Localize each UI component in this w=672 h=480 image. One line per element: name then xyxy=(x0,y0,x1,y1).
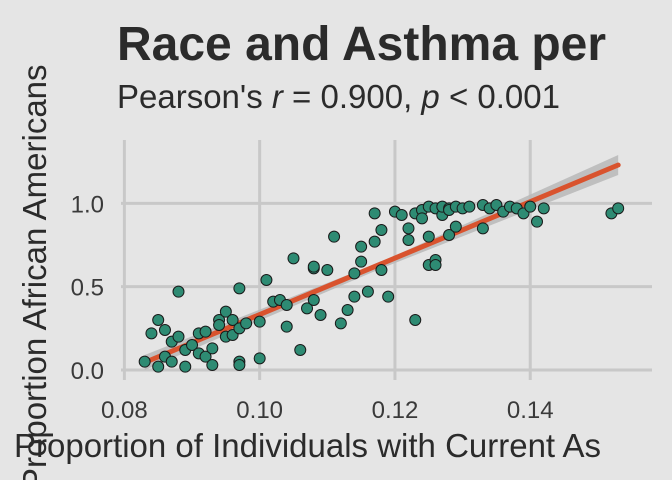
data-point xyxy=(368,207,381,220)
data-point xyxy=(402,234,415,246)
data-point xyxy=(226,314,239,326)
data-point xyxy=(253,315,266,328)
y-axis-ticks: 0.0 0.5 1.0 xyxy=(71,191,104,385)
data-point xyxy=(165,355,178,368)
data-point xyxy=(334,317,347,330)
data-point xyxy=(328,230,341,243)
data-point xyxy=(314,309,327,321)
y-axis-title: Proportion African Americans xyxy=(16,64,53,480)
y-tick-label: 0.0 xyxy=(71,358,104,385)
data-point xyxy=(233,359,246,371)
x-tick-label: 0.12 xyxy=(372,397,419,424)
data-point xyxy=(537,202,550,215)
data-point xyxy=(158,324,171,336)
data-point xyxy=(422,230,435,243)
y-tick-label: 1.0 xyxy=(71,191,104,218)
y-tick-label: 0.5 xyxy=(71,275,104,302)
data-point xyxy=(395,209,408,221)
data-point xyxy=(531,215,544,228)
x-axis-title: Proportion of Individuals with Current A… xyxy=(14,427,601,464)
data-point xyxy=(355,240,368,253)
data-point xyxy=(199,350,212,363)
data-point xyxy=(199,325,212,338)
data-point xyxy=(307,260,320,273)
data-point xyxy=(294,344,307,356)
data-point xyxy=(361,285,374,298)
data-point xyxy=(186,339,199,351)
data-point xyxy=(416,212,429,225)
data-point xyxy=(179,360,192,373)
data-point xyxy=(409,314,422,326)
data-point xyxy=(449,220,462,233)
x-tick-label: 0.08 xyxy=(101,397,148,424)
data-point xyxy=(138,355,151,368)
data-point xyxy=(260,274,273,286)
chart-subtitle: Pearson's r = 0.900, p < 0.001 xyxy=(117,78,560,115)
data-point xyxy=(375,264,388,276)
data-point xyxy=(206,342,219,355)
data-point xyxy=(476,222,489,235)
data-point xyxy=(402,222,415,235)
data-point xyxy=(152,360,165,373)
data-point xyxy=(280,299,293,311)
data-point xyxy=(341,304,354,316)
data-point xyxy=(253,352,266,365)
data-point xyxy=(382,290,395,303)
data-point xyxy=(240,317,253,330)
data-point xyxy=(524,200,537,213)
data-point xyxy=(206,359,219,371)
data-point xyxy=(233,282,246,295)
data-point xyxy=(355,255,368,268)
trend-line xyxy=(142,162,621,365)
data-point xyxy=(152,314,165,326)
data-point xyxy=(443,229,456,241)
data-point xyxy=(463,200,476,213)
x-tick-label: 0.14 xyxy=(507,397,554,424)
data-point xyxy=(219,305,232,318)
data-point xyxy=(348,290,361,303)
data-point xyxy=(307,294,320,306)
trend-line-group xyxy=(142,162,621,365)
data-point xyxy=(368,235,381,248)
data-point xyxy=(213,319,226,331)
x-tick-label: 0.10 xyxy=(236,397,283,424)
data-point xyxy=(172,285,185,298)
data-point xyxy=(612,202,625,215)
data-point xyxy=(429,259,442,271)
chart-title: Race and Asthma per xyxy=(117,18,606,71)
data-point xyxy=(287,252,300,265)
data-point xyxy=(172,330,185,343)
data-point xyxy=(301,302,314,315)
data-point xyxy=(348,267,361,280)
data-points xyxy=(138,199,625,373)
data-point xyxy=(375,224,388,236)
data-point xyxy=(280,320,293,333)
data-point xyxy=(321,264,334,276)
x-axis-ticks: 0.08 0.10 0.12 0.14 xyxy=(101,397,554,424)
data-point xyxy=(145,327,158,340)
